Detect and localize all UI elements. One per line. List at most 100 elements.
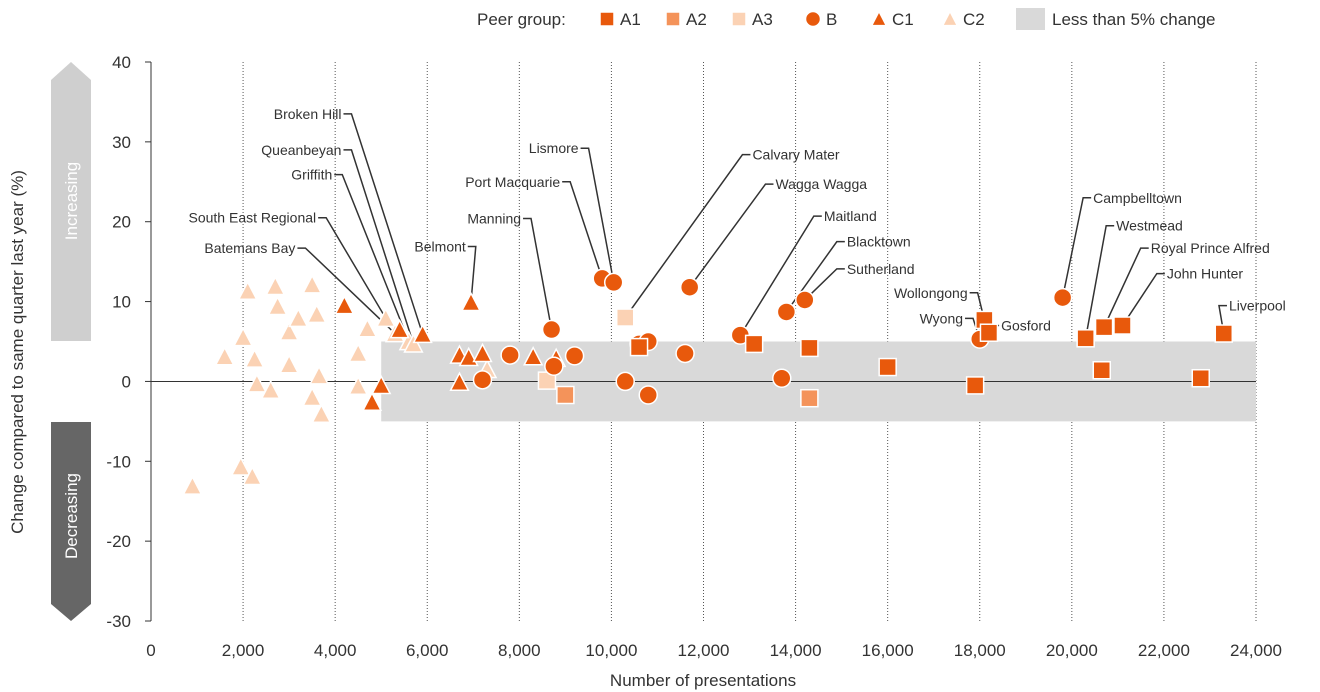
annotation-label: Blacktown — [847, 234, 911, 250]
annotation-label: Manning — [467, 211, 521, 227]
data-point-c1 — [334, 294, 355, 315]
annotation-label: Gosford — [1001, 318, 1051, 334]
data-point-b — [603, 272, 624, 293]
data-point-c2 — [265, 275, 286, 296]
data-point-a1 — [878, 357, 897, 377]
annotation-label: Broken Hill — [274, 106, 342, 122]
legend-label: C1 — [892, 10, 914, 29]
data-point-c2 — [375, 307, 396, 328]
data-point-b — [772, 368, 792, 388]
x-tick-label: 16,000 — [862, 641, 914, 660]
data-point-a1 — [744, 334, 764, 354]
annotation-label: Batemans Bay — [204, 240, 295, 256]
data-point-c1 — [460, 291, 482, 312]
annotations: Broken Hill Queanbeyan Griffith South East … — [189, 106, 1286, 345]
data-point-a1 — [1092, 360, 1112, 380]
annotation-label: Belmont — [414, 238, 465, 254]
data-point-b — [615, 371, 635, 392]
annotation-label: Port Macquarie — [465, 174, 560, 190]
annotation-label: South East Regional — [189, 210, 317, 226]
legend-marker-c2 — [941, 9, 959, 27]
data-point-c2 — [182, 475, 203, 495]
annotation-leader — [1121, 272, 1165, 326]
data-point-a1 — [1214, 324, 1234, 343]
legend-marker-a3 — [731, 11, 747, 27]
legend: Peer group: A1 A2 A3 B C1 C2 Less than 5% chang… — [477, 8, 1216, 30]
x-tick-label: 14,000 — [770, 641, 822, 660]
y-tick-labels: 40 30 20 10 0 -10 -20 -30 — [106, 53, 151, 631]
data-point-c2 — [214, 345, 235, 366]
axes — [150, 62, 1256, 621]
annotation-leader — [1218, 304, 1227, 334]
data-point-a1 — [1076, 329, 1095, 348]
legend-marker-b — [804, 10, 822, 28]
data-point-a2 — [556, 385, 575, 405]
data-point-c2 — [348, 342, 369, 363]
data-point-c2 — [306, 303, 327, 324]
annotation-label: Royal Prince Alfred — [1151, 240, 1270, 256]
legend-title: Peer group: — [477, 10, 566, 29]
y-tick-label: 40 — [112, 53, 131, 72]
data-point-b — [1052, 287, 1073, 308]
data-point-b — [776, 302, 797, 322]
annotation-leader — [1103, 247, 1149, 328]
annotation-label: Queanbeyan — [261, 142, 341, 158]
legend-marker-a2 — [665, 11, 681, 27]
y-tick-label: 30 — [112, 133, 131, 152]
legend-marker-a1 — [599, 11, 615, 27]
y-tick-label: -30 — [106, 612, 131, 631]
legend-band-label: Less than 5% change — [1052, 10, 1216, 29]
data-point-b — [795, 290, 815, 310]
x-tick-label: 20,000 — [1046, 641, 1098, 660]
x-tick-label: 4,000 — [314, 641, 357, 660]
annotation-leader — [467, 245, 477, 303]
x-tick-label: 6,000 — [406, 641, 449, 660]
annotation-leader — [297, 247, 396, 335]
data-point-b — [564, 346, 585, 366]
legend-label: A2 — [686, 10, 707, 29]
annotation-leader — [334, 173, 410, 342]
data-point-c2 — [246, 373, 268, 393]
annotation-leader — [343, 113, 424, 335]
x-tick-label: 2,000 — [222, 641, 265, 660]
data-point-a1 — [979, 323, 999, 342]
annotation-label: Griffith — [291, 167, 332, 183]
data-point-b — [675, 343, 695, 364]
data-point-a1 — [965, 376, 985, 395]
data-point-a1 — [1094, 317, 1114, 337]
annotation-label: Calvary Mater — [752, 147, 839, 163]
increasing-indicator: Increasing — [51, 62, 91, 341]
decreasing-indicator: Decreasing — [51, 422, 91, 621]
data-point-b — [544, 356, 564, 377]
annotation-leader — [1061, 197, 1092, 298]
data-point-c2 — [278, 321, 300, 341]
annotation-leader — [739, 215, 822, 336]
annotation-leader — [523, 217, 553, 330]
annotation-leader — [580, 147, 615, 283]
annotation-label: Maitland — [824, 208, 877, 224]
annotation-leader — [804, 268, 845, 301]
data-point-c2 — [244, 348, 265, 368]
data-point-a1 — [629, 337, 649, 357]
data-point-c2 — [357, 318, 378, 338]
data-point-c2 — [278, 353, 300, 374]
annotation-label: Westmead — [1116, 218, 1183, 234]
decreasing-arrow — [51, 422, 91, 621]
data-point-c2 — [232, 326, 254, 347]
legend-band-swatch — [1016, 8, 1045, 30]
data-point-c2 — [230, 456, 251, 476]
data-point-b — [541, 319, 562, 340]
annotation-leader — [318, 216, 387, 319]
data-point-b — [679, 277, 700, 297]
annotation-leader — [624, 153, 751, 318]
annotation-leader — [785, 240, 845, 313]
data-point-c2 — [242, 465, 263, 486]
x-tick-label: 24,000 — [1230, 641, 1282, 660]
x-tick-label: 22,000 — [1138, 641, 1190, 660]
data-point-b — [500, 345, 520, 365]
data-point-c1 — [361, 391, 383, 412]
legend-label: C2 — [963, 10, 985, 29]
data-point-c1 — [389, 318, 410, 339]
data-point-c2 — [308, 365, 330, 385]
